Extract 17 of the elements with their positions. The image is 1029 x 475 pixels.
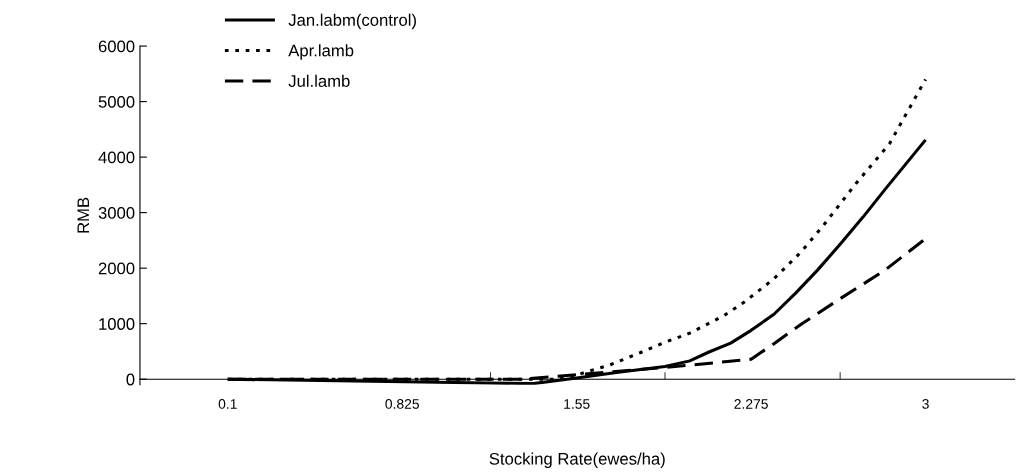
legend-label: Jan.labm(control) bbox=[288, 13, 416, 30]
x-tick-label: 0.825 bbox=[385, 399, 420, 409]
x-tick-label: 3 bbox=[922, 399, 929, 409]
x-tick-label: 2.275 bbox=[734, 399, 768, 409]
y-axis-title: RMB bbox=[77, 197, 89, 233]
legend-label: Jul.lamb bbox=[288, 74, 350, 87]
legend-label: Apr.lamb bbox=[288, 44, 354, 60]
y-tick-label: 5000 bbox=[98, 96, 135, 108]
x-tick-label: 0.1 bbox=[218, 399, 237, 409]
x-tick-label: 1.55 bbox=[564, 399, 590, 409]
y-tick-label: 4000 bbox=[98, 151, 135, 164]
y-tick-label: 2000 bbox=[98, 262, 135, 275]
y-tick-label: 6000 bbox=[98, 40, 135, 53]
y-tick-label: 1000 bbox=[99, 318, 135, 330]
y-tick-label: 0 bbox=[126, 373, 135, 386]
x-axis-title: Stocking Rate(ewes/ha) bbox=[489, 452, 665, 469]
y-tick-label: 3000 bbox=[98, 207, 135, 219]
